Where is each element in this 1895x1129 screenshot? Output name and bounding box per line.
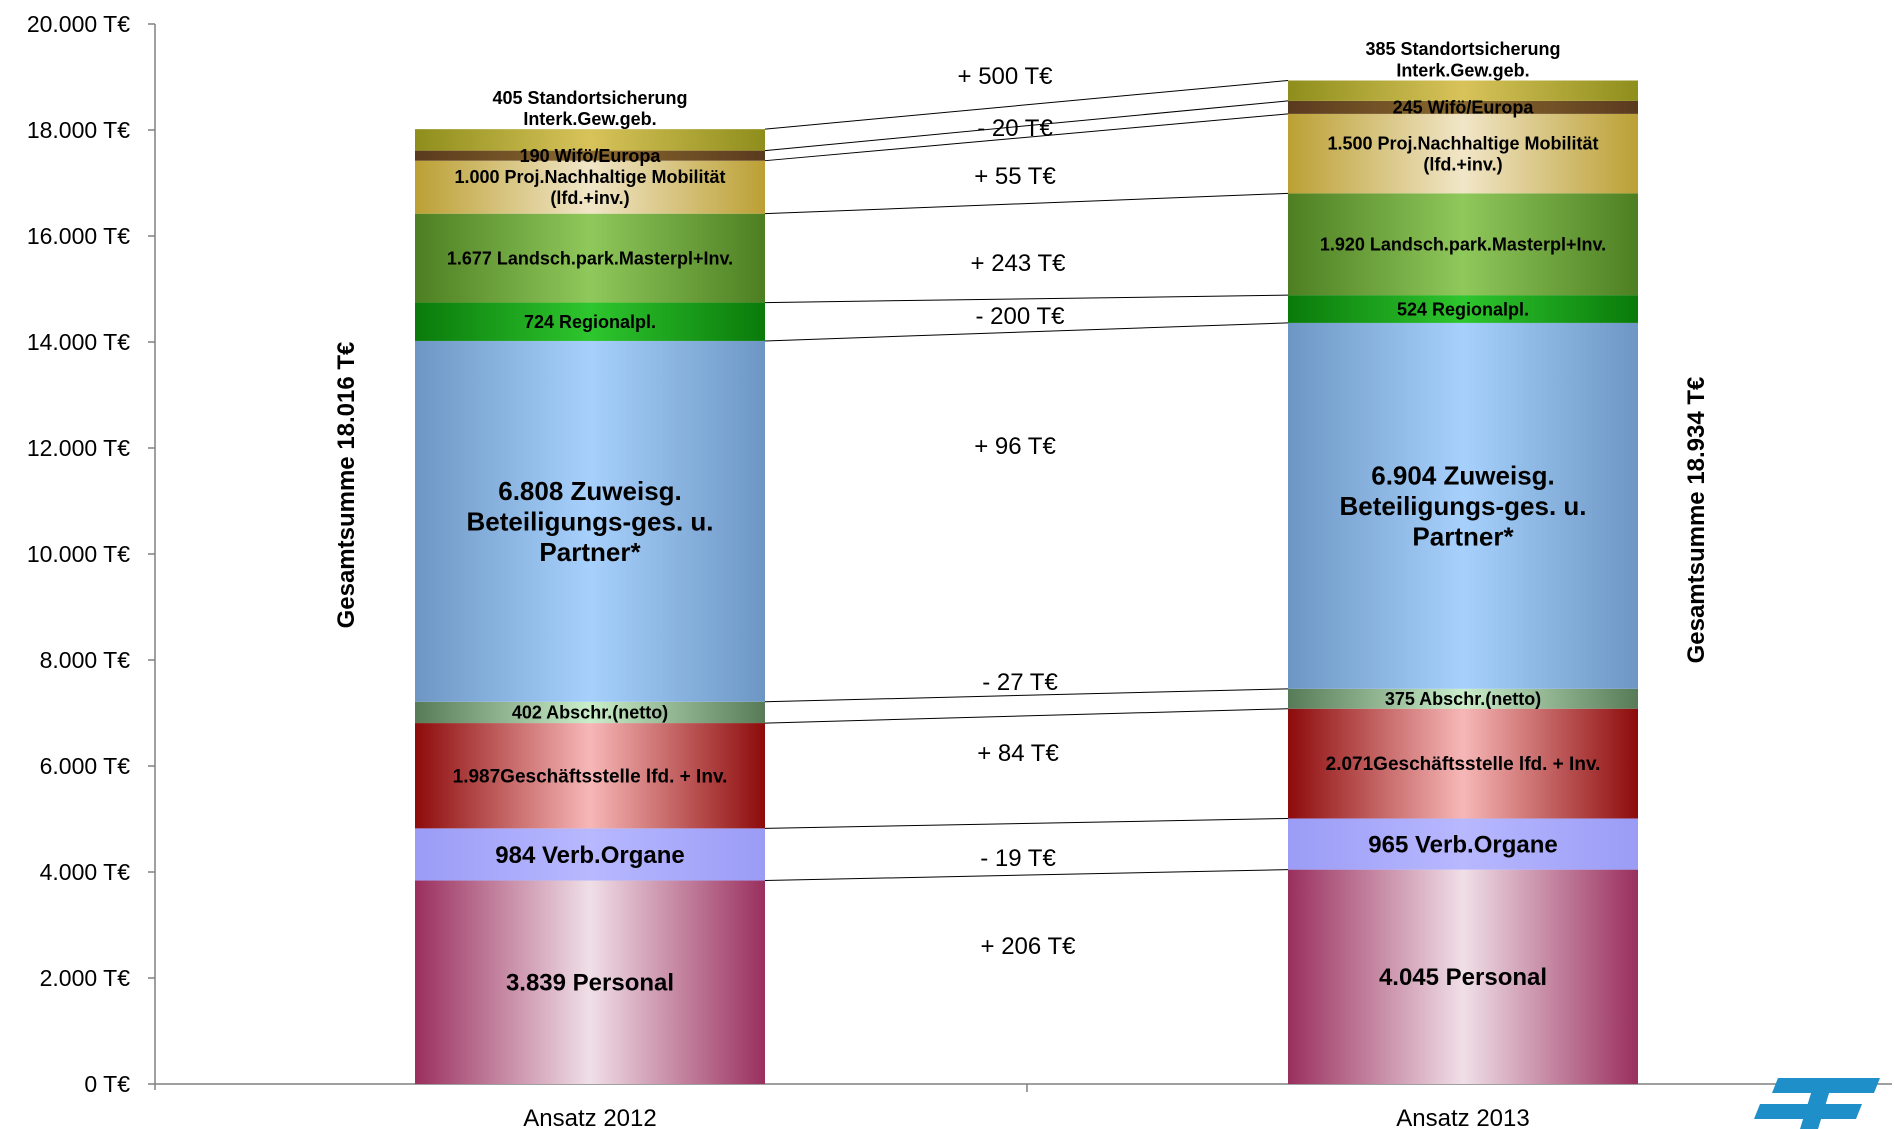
bar-segment [1288, 80, 1638, 101]
axes: 0 T€ 2.000 T€ 4.000 T€ 6.000 T€ 8.000 T€ 10.0… [27, 11, 1892, 1129]
bar-segment [1288, 100, 1638, 114]
bar-segment [415, 723, 765, 829]
segment-label: Beteiligungs-ges. u. [466, 506, 713, 536]
segment-label: 524 Regionalpl. [1397, 299, 1529, 319]
difference-label: + 500 T€ [958, 63, 1054, 90]
bar-segment [1288, 113, 1638, 194]
segment-label: Partner* [1412, 522, 1514, 552]
y-tick-label: 2.000 T€ [40, 965, 131, 991]
segment-label: Interk.Gew.geb. [523, 109, 656, 129]
y-tick-label: 4.000 T€ [40, 859, 131, 885]
segment-label: 984 Verb.Organe [495, 842, 684, 869]
difference-labels: + 206 T€ - 19 T€ + 84 T€ - 27 T€ + 96 T€ - 20… [958, 63, 1077, 960]
difference-label: + 206 T€ [981, 933, 1077, 960]
bar-segment [1288, 295, 1638, 323]
segment-label: 1.987Geschäftsstelle lfd. + Inv. [453, 766, 728, 787]
connector-lines [764, 80, 1289, 882]
difference-label: - 200 T€ [976, 303, 1066, 330]
bar-segment [1288, 322, 1638, 689]
segment-label: Interk.Gew.geb. [1396, 60, 1529, 80]
bar-segment [415, 150, 765, 161]
segment-label: 405 Standortsicherung [492, 88, 687, 108]
bar-segment [1288, 708, 1638, 819]
bar-segment [415, 828, 765, 881]
y-tick-label: 12.000 T€ [27, 435, 130, 461]
connector-line [764, 708, 1289, 724]
y-tick-label: 14.000 T€ [27, 329, 130, 355]
segment-label: 1.677 Landsch.park.Masterpl+Inv. [447, 248, 733, 268]
total-label: Gesamtsumme 18.016 T€ [333, 342, 360, 629]
difference-label: + 96 T€ [974, 433, 1056, 460]
connector-line [764, 869, 1289, 882]
logo [1754, 1078, 1880, 1129]
y-tick-label: 8.000 T€ [40, 647, 131, 673]
y-tick-label: 10.000 T€ [27, 541, 130, 567]
segment-label: (lfd.+inv.) [550, 188, 629, 208]
difference-label: - 19 T€ [980, 845, 1056, 872]
segment-label: 6.808 Zuweisg. [498, 476, 682, 506]
bar-segment [415, 213, 765, 303]
bar-segment [415, 340, 765, 702]
y-tick-label: 16.000 T€ [27, 223, 130, 249]
bar-segment [1288, 193, 1638, 296]
segment-label: 375 Abschr.(netto) [1385, 689, 1541, 709]
bar-segment [415, 880, 765, 1084]
connector-line [764, 817, 1289, 829]
segment-label: 1.920 Landsch.park.Masterpl+Inv. [1320, 235, 1606, 255]
segment-label: (lfd.+inv.) [1423, 155, 1502, 175]
bar-segment [1288, 818, 1638, 870]
segment-label: 6.904 Zuweisg. [1371, 460, 1555, 490]
total-label: Gesamtsumme 18.934 T€ [1683, 377, 1710, 664]
segment-label: 190 Wifö/Europa [520, 146, 662, 166]
segment-label: 965 Verb.Organe [1368, 831, 1557, 858]
segment-label: 3.839 Personal [506, 970, 674, 997]
connector-line [764, 322, 1289, 342]
bar-segment [415, 129, 765, 151]
difference-label: + 55 T€ [974, 163, 1056, 190]
segment-label: 724 Regionalpl. [524, 312, 656, 332]
segment-labels: 3.839 Personal 4.045 Personal 984 Verb.Org… [447, 39, 1606, 996]
difference-label: - 27 T€ [982, 669, 1058, 696]
bar-segment [415, 160, 765, 214]
bar-segment [1288, 688, 1638, 709]
segment-label: 245 Wifö/Europa [1393, 98, 1535, 118]
connector-line [764, 192, 1289, 215]
segment-label: 1.500 Proj.Nachhaltige Mobilität [1327, 133, 1598, 153]
segment-label: Beteiligungs-ges. u. [1339, 491, 1586, 521]
segment-label: 385 Standortsicherung [1365, 39, 1560, 59]
difference-label: + 243 T€ [971, 250, 1067, 277]
x-tick-label: Ansatz 2012 [523, 1105, 656, 1129]
segment-label: Partner* [539, 537, 641, 567]
segment-label: 2.071Geschäftsstelle lfd. + Inv. [1326, 754, 1601, 775]
segment-label: 1.000 Proj.Nachhaltige Mobilität [454, 167, 725, 187]
bars [415, 80, 1638, 1084]
y-tick-label: 18.000 T€ [27, 117, 130, 143]
segment-label: 402 Abschr.(netto) [512, 703, 668, 723]
connector-line [764, 294, 1289, 304]
difference-label: - 20 T€ [977, 115, 1053, 142]
y-tick-label: 6.000 T€ [40, 753, 131, 779]
bar-segment [415, 701, 765, 724]
connector-line [764, 80, 1289, 130]
bar-segment [1288, 869, 1638, 1084]
x-tick-label: Ansatz 2013 [1396, 1105, 1529, 1129]
y-tick-label: 0 T€ [84, 1071, 130, 1097]
y-tick-label: 20.000 T€ [27, 11, 130, 37]
connector-line [764, 100, 1289, 152]
connector-line [764, 113, 1289, 162]
segment-label: 4.045 Personal [1379, 964, 1547, 991]
difference-label: + 84 T€ [977, 740, 1059, 767]
connector-line [764, 688, 1289, 703]
bar-segment [415, 302, 765, 341]
